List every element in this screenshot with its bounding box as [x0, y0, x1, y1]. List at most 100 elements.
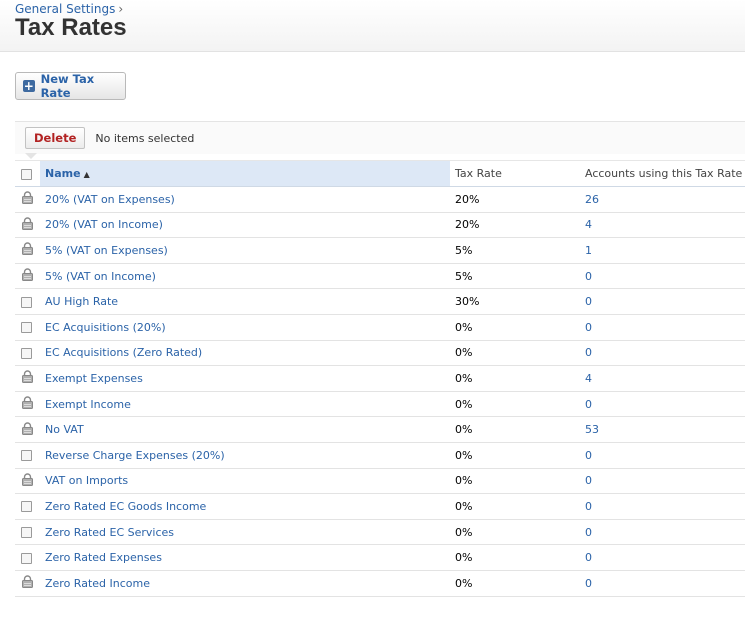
accounts-count-link[interactable]: 0 [580, 314, 745, 341]
tax-rate-name-link[interactable]: 20% (VAT on Expenses) [40, 186, 450, 213]
accounts-count-link[interactable]: 26 [580, 186, 745, 213]
table-row[interactable]: Zero Rated Income 0% 0 [15, 570, 745, 597]
row-select-cell [15, 365, 40, 392]
tax-rate-value: 5% [450, 237, 580, 264]
tax-rate-name-link[interactable]: AU High Rate [40, 288, 450, 315]
tax-rate-name-link[interactable]: Exempt Income [40, 391, 450, 418]
tax-rate-name-link[interactable]: Reverse Charge Expenses (20%) [40, 442, 450, 469]
page-title: Tax Rates [15, 14, 127, 41]
tax-rate-value: 0% [450, 416, 580, 443]
table-row[interactable]: Exempt Expenses 0% 4 [15, 365, 745, 392]
lock-icon [21, 217, 34, 233]
accounts-count-link[interactable]: 0 [580, 544, 745, 571]
tax-rate-name-link[interactable]: Zero Rated Expenses [40, 544, 450, 571]
tax-rate-name-link[interactable]: Exempt Expenses [40, 365, 450, 392]
table-row[interactable]: EC Acquisitions (20%) 0% 0 [15, 314, 745, 341]
table-row[interactable]: No VAT 0% 53 [15, 416, 745, 443]
tax-rate-value: 0% [450, 340, 580, 367]
lock-icon [21, 422, 34, 438]
row-select-cell [15, 468, 40, 495]
row-select-cell [15, 263, 40, 290]
tax-rate-name-link[interactable]: Zero Rated EC Goods Income [40, 493, 450, 520]
accounts-count-link[interactable]: 0 [580, 340, 745, 367]
row-checkbox[interactable] [21, 527, 32, 539]
tax-rate-name-link[interactable]: No VAT [40, 416, 450, 443]
row-checkbox[interactable] [21, 296, 32, 308]
tax-rate-value: 20% [450, 212, 580, 239]
lock-icon [21, 268, 34, 284]
table-row[interactable]: 20% (VAT on Expenses) 20% 26 [15, 186, 745, 213]
breadcrumb-separator: › [118, 2, 124, 16]
row-select-cell [15, 391, 40, 418]
tax-rate-value: 0% [450, 493, 580, 520]
tax-rate-value: 0% [450, 314, 580, 341]
new-tax-rate-button[interactable]: + New Tax Rate [15, 72, 126, 100]
tax-rate-name-link[interactable]: VAT on Imports [40, 468, 450, 495]
row-select-cell [15, 493, 40, 520]
row-checkbox[interactable] [21, 347, 32, 359]
tax-rate-name-link[interactable]: Zero Rated Income [40, 570, 450, 597]
tax-rate-value: 0% [450, 570, 580, 597]
row-select-cell [15, 288, 40, 315]
new-tax-rate-label: New Tax Rate [40, 72, 95, 100]
tax-rate-name-link[interactable]: EC Acquisitions (Zero Rated) [40, 340, 450, 367]
table-row[interactable]: 20% (VAT on Income) 20% 4 [15, 212, 745, 239]
table-row[interactable]: Zero Rated EC Goods Income 0% 0 [15, 493, 745, 520]
column-header-name-label: Name [45, 167, 81, 180]
selection-status: No items selected [95, 131, 195, 145]
table-row[interactable]: 5% (VAT on Expenses) 5% 1 [15, 237, 745, 264]
tax-rate-value: 0% [450, 468, 580, 495]
breadcrumb-link-general-settings[interactable]: General Settings [15, 2, 116, 16]
row-checkbox[interactable] [21, 552, 32, 564]
select-all-cell [15, 160, 40, 187]
accounts-count-link[interactable]: 0 [580, 570, 745, 597]
page-header: General Settings › Tax Rates [0, 0, 745, 52]
row-select-cell [15, 237, 40, 264]
table-row[interactable]: 5% (VAT on Income) 5% 0 [15, 263, 745, 290]
row-select-cell [15, 416, 40, 443]
row-checkbox[interactable] [21, 501, 32, 513]
accounts-count-link[interactable]: 0 [580, 288, 745, 315]
accounts-count-link[interactable]: 0 [580, 442, 745, 469]
table-body: 20% (VAT on Expenses) 20% 26 20% (VAT on In… [15, 186, 745, 597]
accounts-count-link[interactable]: 0 [580, 391, 745, 418]
accounts-count-link[interactable]: 0 [580, 263, 745, 290]
row-checkbox[interactable] [21, 450, 32, 462]
tax-rate-value: 0% [450, 544, 580, 571]
accounts-count-link[interactable]: 0 [580, 519, 745, 546]
row-checkbox[interactable] [21, 322, 32, 334]
table-row[interactable]: AU High Rate 30% 0 [15, 288, 745, 315]
tax-rate-value: 30% [450, 288, 580, 315]
tax-rate-name-link[interactable]: EC Acquisitions (20%) [40, 314, 450, 341]
table-toolbar: Delete No items selected [15, 121, 745, 154]
table-row[interactable]: Exempt Income 0% 0 [15, 391, 745, 418]
tax-rate-value: 0% [450, 365, 580, 392]
row-select-cell [15, 519, 40, 546]
tax-rate-name-link[interactable]: 5% (VAT on Income) [40, 263, 450, 290]
accounts-count-link[interactable]: 53 [580, 416, 745, 443]
column-header-name[interactable]: Name ▲ [40, 160, 450, 187]
sort-ascending-icon: ▲ [83, 170, 90, 179]
table-row[interactable]: EC Acquisitions (Zero Rated) 0% 0 [15, 340, 745, 367]
accounts-count-link[interactable]: 1 [580, 237, 745, 264]
row-select-cell [15, 570, 40, 597]
table-row[interactable]: Zero Rated EC Services 0% 0 [15, 519, 745, 546]
accounts-count-link[interactable]: 4 [580, 212, 745, 239]
row-select-cell [15, 186, 40, 213]
table-row[interactable]: Zero Rated Expenses 0% 0 [15, 544, 745, 571]
tax-rate-name-link[interactable]: 5% (VAT on Expenses) [40, 237, 450, 264]
tax-rate-value: 0% [450, 519, 580, 546]
select-all-checkbox[interactable] [21, 168, 32, 180]
delete-button[interactable]: Delete [25, 127, 86, 149]
column-header-tax-rate[interactable]: Tax Rate [450, 160, 580, 187]
tax-rate-value: 0% [450, 442, 580, 469]
table-row[interactable]: Reverse Charge Expenses (20%) 0% 0 [15, 442, 745, 469]
column-header-accounts[interactable]: Accounts using this Tax Rate [580, 160, 745, 187]
accounts-count-link[interactable]: 4 [580, 365, 745, 392]
accounts-count-link[interactable]: 0 [580, 468, 745, 495]
tax-rate-name-link[interactable]: 20% (VAT on Income) [40, 212, 450, 239]
table-header-row: Name ▲ Tax Rate Accounts using this Tax R… [15, 160, 745, 187]
table-row[interactable]: VAT on Imports 0% 0 [15, 468, 745, 495]
accounts-count-link[interactable]: 0 [580, 493, 745, 520]
tax-rate-name-link[interactable]: Zero Rated EC Services [40, 519, 450, 546]
